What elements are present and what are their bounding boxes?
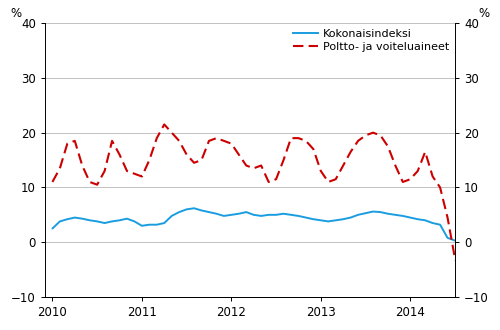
Legend: Kokonaisindeksi, Poltto- ja voiteluaineet: Kokonaisindeksi, Poltto- ja voiteluainee… [293,29,450,52]
Text: %: % [478,7,490,20]
Text: %: % [10,7,22,20]
